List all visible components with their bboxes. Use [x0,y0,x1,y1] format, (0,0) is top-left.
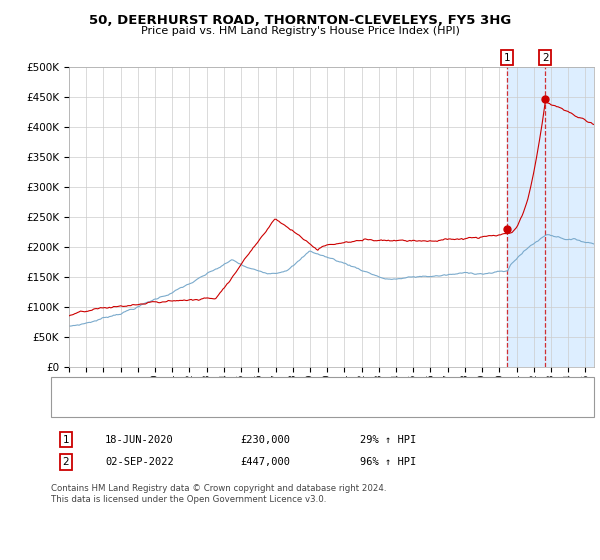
Text: ———: ——— [58,381,95,394]
Text: 96% ↑ HPI: 96% ↑ HPI [360,457,416,467]
Text: 29% ↑ HPI: 29% ↑ HPI [360,435,416,445]
Bar [507,67,594,367]
Text: 50, DEERHURST ROAD, THORNTON-CLEVELEYS, FY5 3HG: 50, DEERHURST ROAD, THORNTON-CLEVELEYS, … [89,14,511,27]
Text: 1: 1 [62,435,70,445]
Text: HPI: Average price, detached house, Blackpool: HPI: Average price, detached house, Blac… [90,403,318,413]
Text: ———: ——— [58,401,95,414]
Text: 02-SEP-2022: 02-SEP-2022 [105,457,174,467]
Text: 2: 2 [542,53,548,63]
Text: 2: 2 [62,457,70,467]
Text: Price paid vs. HM Land Registry's House Price Index (HPI): Price paid vs. HM Land Registry's House … [140,26,460,36]
Text: 1: 1 [504,53,511,63]
Text: £230,000: £230,000 [240,435,290,445]
Text: Contains HM Land Registry data © Crown copyright and database right 2024.
This d: Contains HM Land Registry data © Crown c… [51,484,386,504]
Text: £447,000: £447,000 [240,457,290,467]
Text: 50, DEERHURST ROAD, THORNTON-CLEVELEYS, FY5 3HG (detached house): 50, DEERHURST ROAD, THORNTON-CLEVELEYS, … [90,382,458,393]
Text: 18-JUN-2020: 18-JUN-2020 [105,435,174,445]
